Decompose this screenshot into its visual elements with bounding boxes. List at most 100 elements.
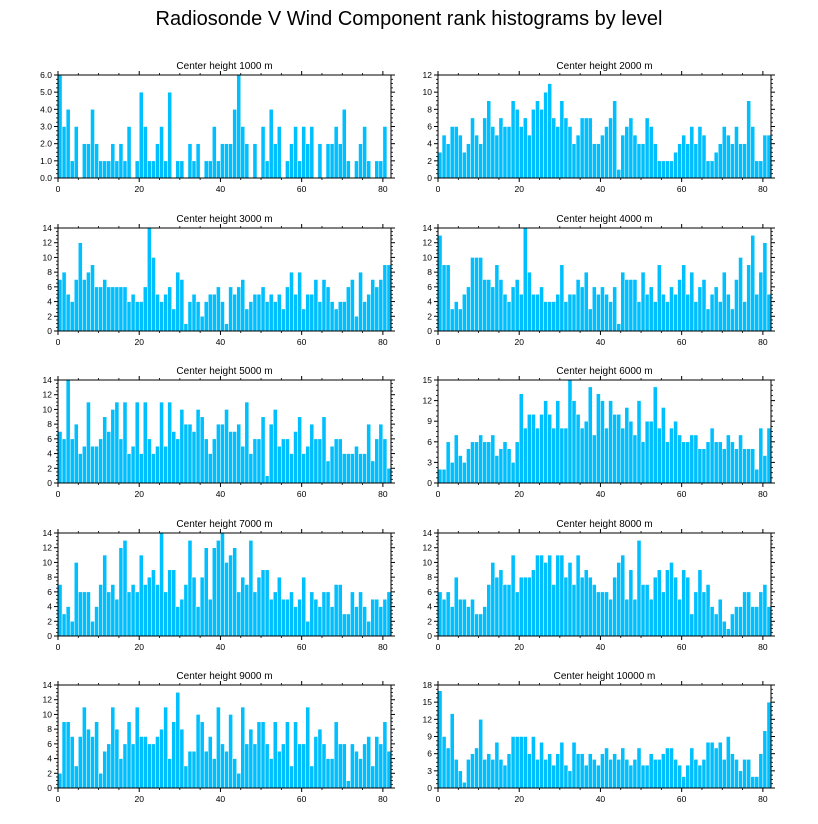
bar — [466, 606, 471, 637]
bar — [494, 455, 500, 484]
bar — [592, 759, 597, 789]
x-tick-label: 60 — [297, 794, 307, 804]
x-tick-label: 0 — [56, 642, 61, 652]
bar — [236, 286, 241, 332]
bar — [386, 591, 392, 637]
bar — [470, 441, 475, 484]
bar — [138, 301, 144, 332]
bar — [624, 126, 630, 179]
bar — [78, 242, 83, 332]
bar — [713, 441, 719, 484]
bar — [518, 126, 524, 179]
bar — [640, 143, 646, 179]
bar — [726, 434, 731, 484]
x-tick-label: 40 — [216, 337, 226, 347]
bar — [126, 453, 132, 484]
bar — [329, 143, 335, 179]
bar — [709, 427, 715, 484]
bar — [762, 584, 768, 637]
bar — [260, 286, 266, 332]
bar — [358, 453, 363, 484]
bar — [179, 598, 185, 637]
bar — [652, 143, 658, 179]
bar — [693, 434, 699, 484]
bar — [665, 160, 670, 179]
bar — [102, 416, 107, 484]
bar — [264, 160, 270, 179]
bar — [555, 400, 561, 484]
bar — [592, 286, 597, 332]
bar — [474, 613, 479, 637]
bar — [559, 100, 565, 179]
bar — [110, 706, 116, 789]
bar — [354, 750, 359, 789]
bar — [510, 462, 516, 484]
bar — [337, 143, 343, 179]
bar — [734, 448, 739, 484]
bar — [453, 759, 459, 789]
bar — [333, 308, 339, 332]
bar — [482, 279, 487, 332]
bar — [175, 271, 181, 332]
bar — [130, 445, 136, 484]
bar — [612, 753, 617, 789]
bar — [575, 554, 581, 637]
y-tick-label: 6 — [47, 739, 52, 749]
bar — [147, 160, 152, 179]
bar — [167, 758, 172, 789]
x-tick-label: 20 — [514, 337, 524, 347]
bar — [342, 743, 347, 789]
bar — [224, 750, 229, 789]
bar — [309, 423, 315, 484]
bar — [478, 434, 483, 484]
y-tick-label: 6 — [427, 282, 432, 292]
bar — [240, 279, 246, 332]
bar — [159, 401, 164, 484]
y-tick-label: 15 — [423, 697, 433, 707]
bar — [462, 782, 467, 789]
bar — [722, 448, 727, 484]
bar — [657, 569, 662, 637]
bar — [604, 427, 609, 484]
bar — [588, 753, 593, 789]
bar — [616, 414, 621, 484]
bar — [236, 423, 241, 484]
bar — [458, 134, 463, 179]
bar — [705, 441, 711, 484]
y-tick-label: 4 — [427, 297, 432, 307]
y-tick-label: 6 — [47, 434, 52, 444]
bar — [486, 441, 492, 484]
bar — [579, 117, 585, 179]
bar — [61, 271, 67, 332]
bar — [462, 293, 467, 332]
panel-4: Center height 4000 m 0 2 4 6 8 10 12 14 0 20 40 60 80 — [423, 214, 775, 347]
bar — [539, 741, 544, 789]
bar — [277, 576, 282, 637]
bar — [301, 308, 306, 332]
bar — [110, 409, 116, 484]
bar — [531, 569, 536, 637]
bar — [600, 400, 605, 484]
y-tick-label: 4 — [47, 754, 52, 764]
bar — [648, 420, 654, 484]
bar — [628, 117, 634, 179]
bar — [693, 301, 699, 332]
bar — [608, 400, 613, 484]
bar — [130, 743, 136, 789]
bar — [709, 160, 715, 179]
bar — [240, 445, 246, 484]
bar — [102, 554, 107, 637]
bar — [742, 301, 747, 332]
bar — [126, 721, 132, 789]
bar — [583, 117, 589, 179]
bar — [203, 301, 209, 332]
bar — [531, 736, 536, 789]
bar — [543, 91, 548, 179]
bar — [216, 540, 221, 637]
bar — [652, 386, 658, 484]
bar — [754, 469, 760, 484]
panel-10: Center height 10000 m 0 3 6 9 12 15 18 0 20 40 60 80 — [423, 671, 775, 804]
bar — [244, 143, 250, 179]
bar — [321, 591, 327, 637]
x-tick-label: 20 — [514, 489, 524, 499]
